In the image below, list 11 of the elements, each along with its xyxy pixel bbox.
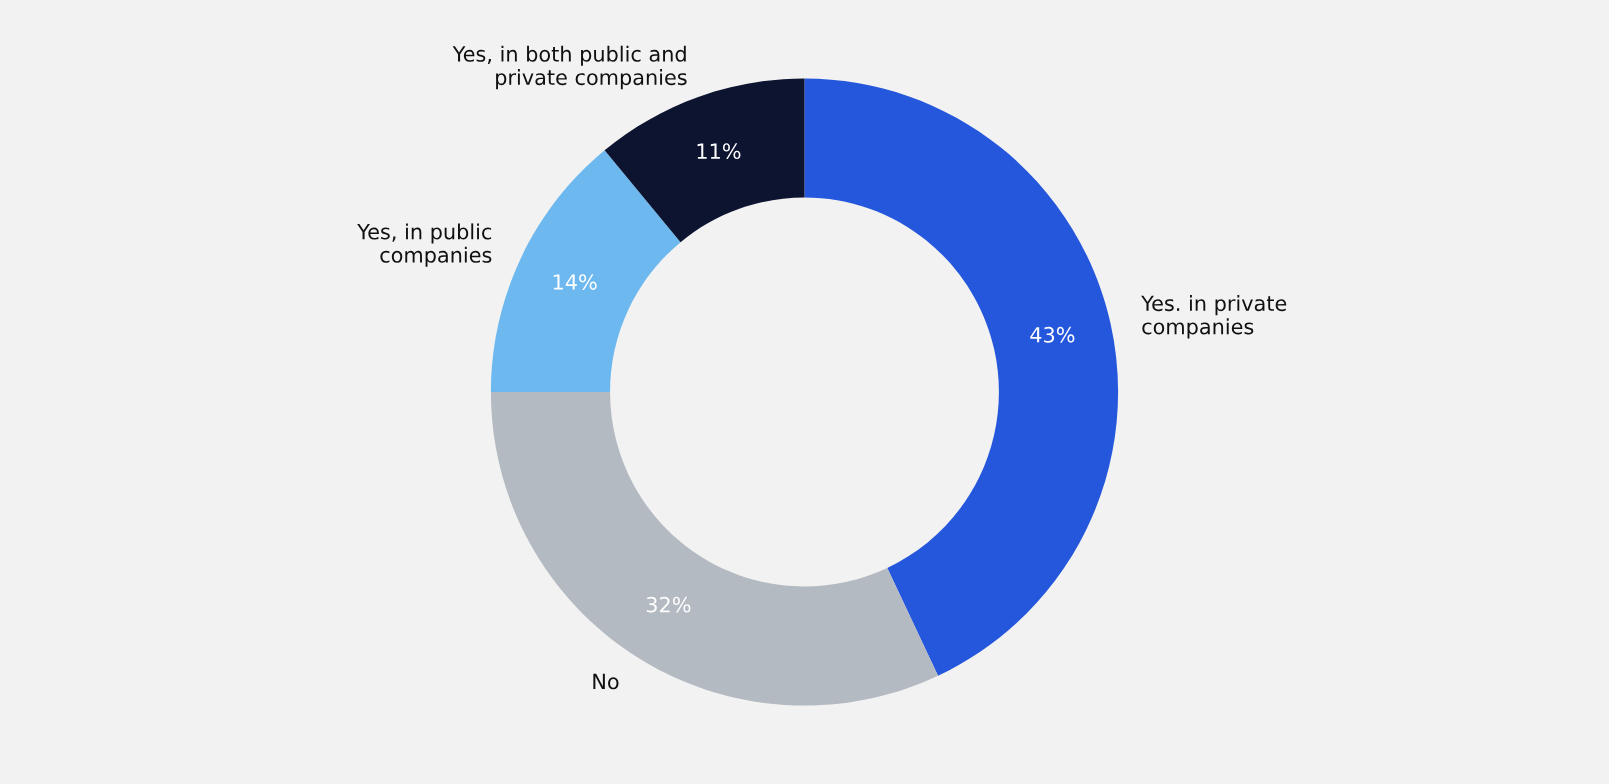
data-label: 43% bbox=[1030, 326, 1075, 343]
slice-label: Yes, in public companies bbox=[357, 223, 492, 267]
slice-label: Yes. in private companies bbox=[1141, 295, 1287, 339]
slice-label: Yes, in both public and private companies bbox=[452, 45, 687, 90]
data-label: 14% bbox=[553, 274, 597, 290]
donut-slice bbox=[490, 150, 681, 392]
donut-slice bbox=[804, 78, 1119, 676]
data-label: 11% bbox=[697, 143, 741, 160]
donut-slice bbox=[490, 392, 939, 706]
data-label: 32% bbox=[646, 596, 691, 613]
slice-label: No bbox=[593, 673, 619, 690]
